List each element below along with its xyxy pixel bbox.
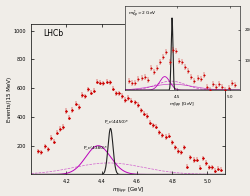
Text: LHCb: LHCb [44,29,64,38]
X-axis label: $m_{J/\psi\,p}\ \mathrm{[GeV]}$: $m_{J/\psi\,p}\ \mathrm{[GeV]}$ [169,100,196,109]
Y-axis label: Events/(15 MeV): Events/(15 MeV) [8,76,12,122]
Text: P_c(4450)*: P_c(4450)* [104,119,128,123]
Text: P_c(4380)*: P_c(4380)* [83,146,107,150]
X-axis label: $m_{J/\psi\,p}\ \mathrm{[GeV]}$: $m_{J/\psi\,p}\ \mathrm{[GeV]}$ [112,186,144,196]
Text: $m^*_{Kp} > 2\ \mathrm{GeV}$: $m^*_{Kp} > 2\ \mathrm{GeV}$ [128,8,157,20]
